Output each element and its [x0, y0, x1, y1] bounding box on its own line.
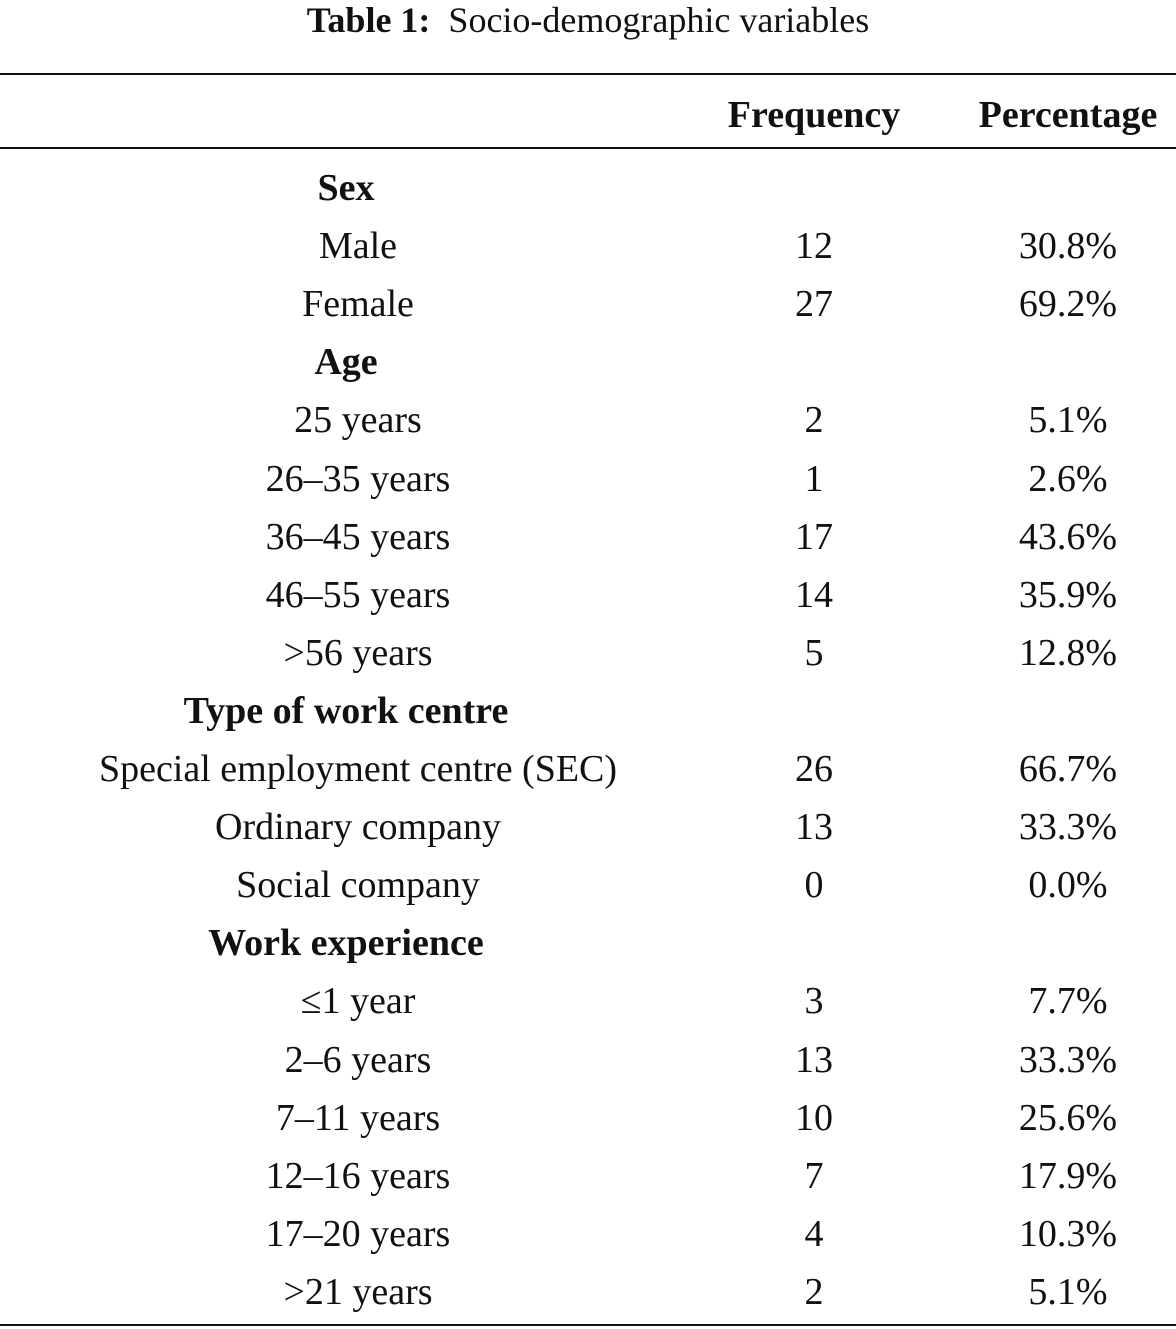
- row-label: Male: [318, 225, 398, 268]
- percentage-cell: 17.9%: [1018, 1154, 1118, 1197]
- row-label: Special employment centre (SEC): [98, 748, 618, 790]
- frequency-cell: 13: [795, 806, 833, 849]
- frequency-cell: 12: [795, 225, 833, 268]
- frequency-cell: 13: [795, 1038, 833, 1081]
- header-rule: [0, 147, 1176, 149]
- frequency-cell: 7: [804, 1154, 824, 1197]
- percentage-cell: 30.8%: [1018, 225, 1118, 268]
- frequency-cell: 14: [795, 573, 833, 616]
- section-title: Work experience: [208, 922, 484, 965]
- frequency-cell: 27: [795, 283, 833, 326]
- percentage-cell: 69.2%: [1018, 283, 1118, 326]
- row-label: >56 years: [283, 631, 433, 674]
- row-label: 2–6 years: [284, 1038, 432, 1081]
- percentage-cell: 2.6%: [1028, 457, 1108, 500]
- frequency-cell: 1: [804, 457, 824, 500]
- frequency-cell: 4: [804, 1212, 824, 1255]
- percentage-cell: 12.8%: [1018, 631, 1118, 674]
- row-label: 36–45 years: [265, 515, 451, 558]
- frequency-cell: 2: [804, 1270, 824, 1313]
- percentage-cell: 43.6%: [1018, 515, 1118, 558]
- frequency-cell: 0: [804, 864, 824, 907]
- column-header: Percentage: [978, 94, 1158, 136]
- percentage-cell: 10.3%: [1018, 1212, 1118, 1255]
- percentage-cell: 5.1%: [1028, 399, 1108, 442]
- top-rule: [0, 73, 1176, 75]
- percentage-cell: 35.9%: [1018, 573, 1118, 616]
- column-header: Frequency: [727, 94, 901, 136]
- frequency-cell: 10: [795, 1096, 833, 1139]
- row-label: >21 years: [283, 1270, 433, 1313]
- frequency-cell: 26: [795, 748, 833, 790]
- row-label: 17–20 years: [265, 1212, 451, 1255]
- row-label: 7–11 years: [275, 1096, 441, 1139]
- row-label: 46–55 years: [265, 573, 451, 616]
- row-label: Ordinary company: [215, 806, 501, 849]
- frequency-cell: 3: [804, 980, 824, 1023]
- section-title: Age: [314, 341, 378, 384]
- row-label: 12–16 years: [265, 1154, 451, 1197]
- percentage-cell: 33.3%: [1018, 806, 1118, 849]
- percentage-cell: 0.0%: [1028, 864, 1108, 907]
- row-label: 26–35 years: [265, 457, 451, 500]
- percentage-cell: 33.3%: [1018, 1038, 1118, 1081]
- percentage-cell: 25.6%: [1018, 1096, 1118, 1139]
- frequency-cell: 2: [804, 399, 824, 442]
- percentage-cell: 7.7%: [1028, 980, 1108, 1023]
- row-label: Social company: [236, 864, 480, 907]
- table-label: Table 1:: [306, 0, 431, 40]
- row-label: 25 years: [294, 399, 422, 442]
- row-label: Female: [302, 283, 414, 326]
- section-title: Sex: [317, 167, 375, 209]
- bottom-rule: [0, 1324, 1176, 1326]
- table-caption: Socio-demographic variables: [448, 0, 870, 40]
- percentage-cell: 66.7%: [1018, 748, 1118, 790]
- table-title: Table 1: Socio-demographic variables: [307, 0, 870, 41]
- section-title: Type of work centre: [183, 689, 509, 732]
- frequency-cell: 5: [804, 631, 824, 674]
- frequency-cell: 17: [795, 515, 833, 558]
- percentage-cell: 5.1%: [1028, 1270, 1108, 1313]
- row-label: ≤1 year: [300, 980, 416, 1023]
